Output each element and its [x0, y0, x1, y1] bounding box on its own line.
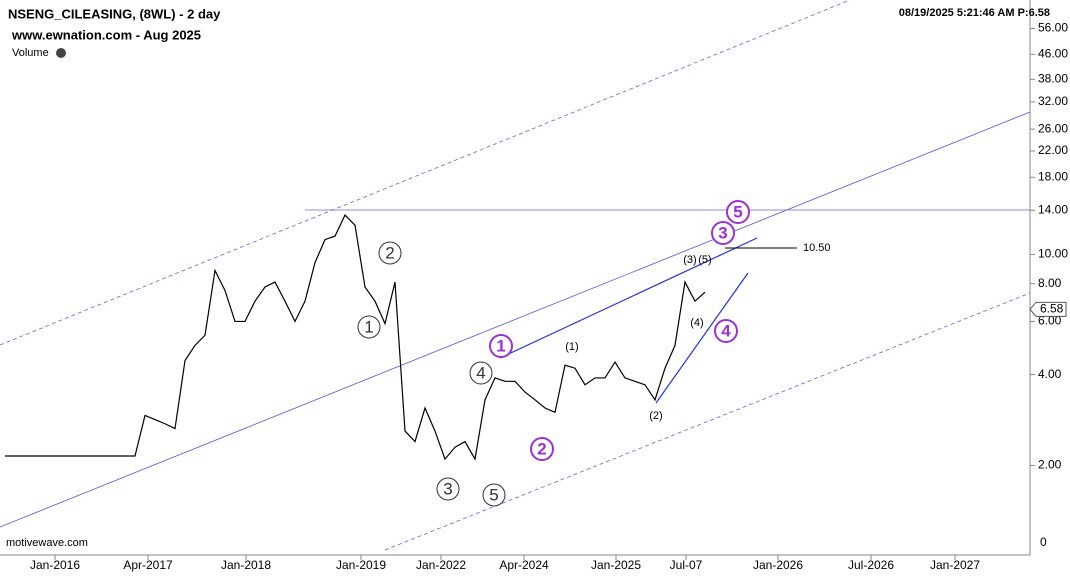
minor-wave-label: (2) [649, 410, 662, 422]
wave-circle [482, 483, 506, 507]
last-price-marker [1029, 301, 1067, 317]
wave-text: 2 [385, 243, 394, 262]
wave-text: 2 [537, 439, 546, 458]
x-tick-label: Jan-2025 [591, 558, 641, 572]
y-tick-label: 10.00 [1038, 247, 1068, 261]
chart-subtitle: www.ewnation.com - Aug 2025 [11, 27, 201, 42]
minor-wave-label: (1) [565, 341, 578, 353]
wave-text: 1 [364, 317, 373, 336]
y-tick-label: 38.00 [1038, 72, 1068, 86]
wave-text: 5 [489, 485, 498, 504]
timestamp: 08/19/2025 5:21:46 AM P:6.58 [899, 7, 1050, 19]
y-tick-label: 32.00 [1038, 94, 1068, 108]
wave-label: 4 [714, 319, 738, 343]
y-tick-label: 56.00 [1038, 21, 1068, 35]
y-tick-label: 2.00 [1038, 458, 1062, 472]
wave-text: 3 [718, 223, 727, 242]
chart-title: NSENG_CILEASING, (8WL) - 2 day [8, 6, 221, 21]
minor-wave-label: (5) [698, 254, 711, 266]
level-label: 10.50 [803, 242, 831, 254]
channel-middle [0, 111, 1031, 528]
y-tick-label: 22.00 [1038, 143, 1068, 157]
x-tick-label: Jan-2018 [221, 558, 271, 572]
minor-wave-label: (3) [683, 254, 696, 266]
y-tick-label: 8.00 [1038, 276, 1062, 290]
price-line [5, 214, 706, 461]
wave-label: 2 [378, 241, 402, 265]
x-tick-label: Jan-2016 [30, 558, 80, 572]
x-tick-label: Jul-2026 [848, 558, 894, 572]
settings-icon[interactable] [56, 48, 66, 58]
wave-text: 4 [721, 321, 731, 340]
wave-circle [714, 319, 738, 343]
footer: motivewave.com [6, 537, 88, 549]
x-tick-label: Jan-2019 [336, 558, 386, 572]
minor-wave-label: (4) [690, 317, 703, 329]
y-bottom-label: 0 [1040, 535, 1047, 549]
wave-label: 1 [357, 315, 381, 339]
wave-circle [436, 477, 460, 501]
wave-trendline [499, 237, 758, 359]
x-tick-label: Apr-2017 [123, 558, 173, 572]
x-tick-label: Jan-2022 [416, 558, 466, 572]
y-tick-label: 4.00 [1038, 367, 1062, 381]
last-price-label: 6.58 [1040, 301, 1064, 315]
wave-label: 3 [436, 477, 460, 501]
wave-label: 3 [711, 221, 735, 245]
wave-circle [489, 334, 513, 358]
y-tick-label: 14.00 [1038, 202, 1068, 216]
x-tick-label: Jan-2027 [930, 558, 980, 572]
wave-circle [357, 315, 381, 339]
wave-label: 4 [469, 361, 493, 385]
wave-trendline [655, 272, 749, 404]
y-tick-label: 6.00 [1038, 314, 1062, 328]
wave-text: 4 [476, 363, 485, 382]
channel-upper [0, 0, 851, 346]
x-tick-label: Jan-2026 [753, 558, 803, 572]
y-tick-label: 46.00 [1038, 46, 1068, 60]
volume-label: Volume [12, 47, 49, 59]
wave-label: 2 [530, 437, 554, 461]
x-tick-label: Apr-2024 [499, 558, 549, 572]
wave-circle [530, 437, 554, 461]
y-tick-label: 18.00 [1038, 170, 1068, 184]
wave-circle [711, 221, 735, 245]
wave-text: 3 [443, 479, 452, 498]
y-tick-label: 26.00 [1038, 121, 1068, 135]
wave-label: 1 [489, 334, 513, 358]
wave-label: 5 [726, 200, 750, 224]
wave-circle [469, 361, 493, 385]
wave-text: 5 [733, 202, 742, 221]
wave-text: 1 [496, 336, 505, 355]
channel-lower [384, 292, 1031, 551]
x-tick-label: Jul-07 [670, 558, 703, 572]
wave-circle [726, 200, 750, 224]
wave-label: 5 [482, 483, 506, 507]
wave-circle [378, 241, 402, 265]
